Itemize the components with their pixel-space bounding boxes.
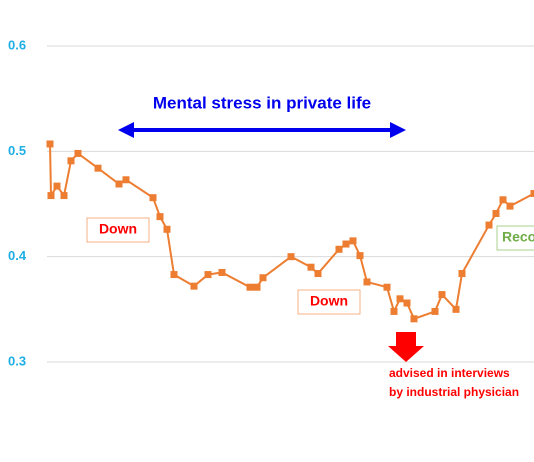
point (156, 213, 164, 221)
annotation: Mental stress in private life (153, 93, 371, 112)
point (60, 192, 68, 200)
point (190, 282, 198, 290)
y-tick-label: 0.3 (8, 353, 26, 368)
y-tick-label: 0.5 (8, 143, 26, 158)
y-tick-label: 0.6 (8, 37, 26, 52)
point (356, 252, 364, 260)
point (47, 192, 55, 200)
point (204, 271, 212, 279)
point (403, 299, 411, 307)
point (410, 315, 418, 323)
point (506, 202, 514, 210)
annotation: Down (99, 221, 137, 237)
point (485, 221, 493, 229)
y-tick-label: 0.4 (8, 248, 27, 263)
point (259, 274, 267, 282)
point (530, 189, 534, 197)
annotation: by industrial physician (389, 385, 519, 399)
annotation: Reco (502, 229, 534, 245)
point (67, 157, 75, 165)
point (253, 283, 261, 291)
point (452, 305, 460, 313)
point (396, 295, 404, 303)
point (170, 271, 178, 279)
point (349, 237, 357, 245)
point (287, 253, 295, 261)
point (74, 149, 82, 157)
label-box (297, 289, 361, 315)
point (390, 307, 398, 315)
point (342, 240, 350, 248)
point (115, 180, 123, 188)
point (438, 291, 446, 299)
point (53, 182, 61, 190)
point (46, 140, 54, 148)
point (314, 270, 322, 278)
label-box (86, 217, 150, 243)
annotation: advised in interviews (389, 366, 510, 380)
point (94, 164, 102, 172)
point (163, 225, 171, 233)
point (307, 263, 315, 271)
plot: Mental stress in private life Down Down Rec… (46, 93, 534, 399)
annotation: Down (310, 293, 348, 309)
point (431, 307, 439, 315)
label-box (496, 225, 534, 251)
point (218, 268, 226, 276)
up-arrow (388, 332, 424, 362)
point (383, 283, 391, 291)
point (246, 283, 254, 291)
point (499, 196, 507, 204)
point (122, 176, 130, 184)
point (458, 270, 466, 278)
point (335, 245, 343, 253)
point (492, 209, 500, 217)
point (363, 278, 371, 286)
point (149, 194, 157, 202)
